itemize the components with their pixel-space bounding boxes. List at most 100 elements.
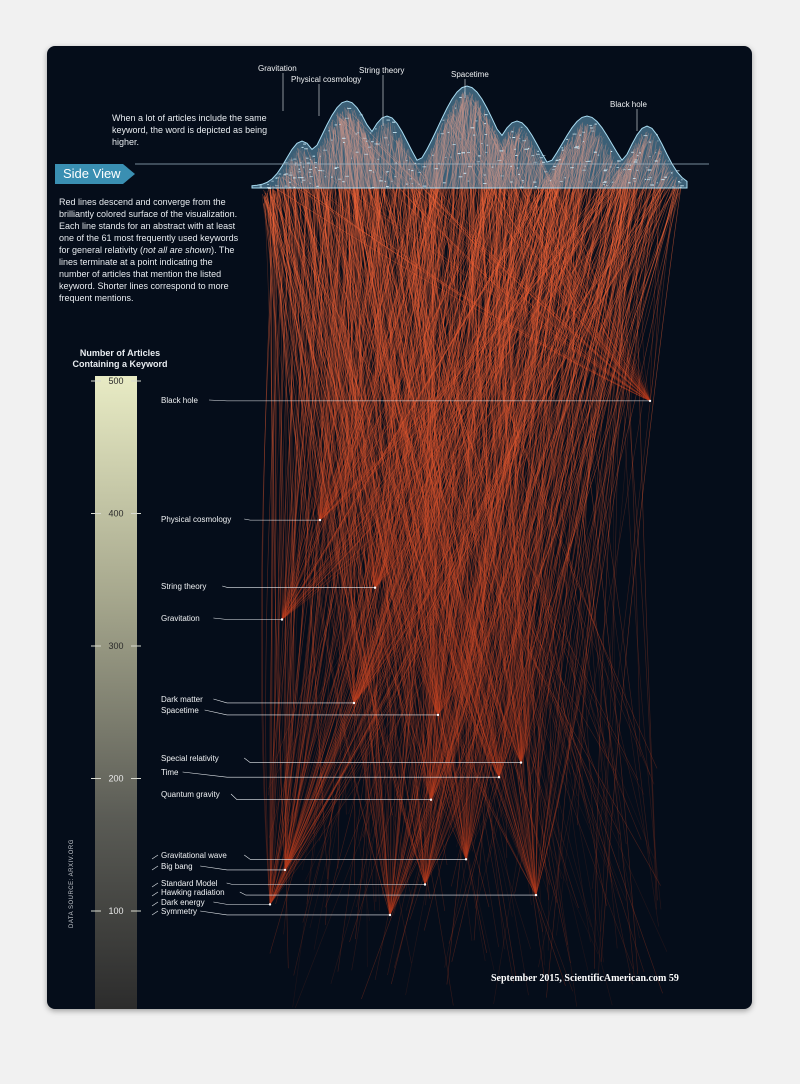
surface-dot <box>467 180 470 182</box>
surface-dot <box>383 137 388 139</box>
surface-dot <box>364 153 369 155</box>
surface-dot <box>631 151 634 153</box>
surface-dot <box>463 172 467 174</box>
surface-dot <box>452 144 456 145</box>
surface-dot <box>582 131 586 133</box>
surface-dot <box>379 176 382 178</box>
surface-dot <box>334 168 337 169</box>
article-line <box>283 142 399 935</box>
surface-dot <box>570 167 574 169</box>
keyword-leader <box>244 757 521 763</box>
article-line <box>535 145 661 896</box>
surface-dot <box>328 130 330 132</box>
article-line <box>325 115 351 926</box>
article-line <box>498 159 661 778</box>
surface-dot <box>432 154 434 156</box>
surface-dot <box>392 121 396 123</box>
keyword-leader <box>213 901 270 905</box>
article-line <box>558 148 568 890</box>
article-line <box>524 138 635 978</box>
article-line <box>451 149 660 887</box>
surface-dot <box>438 162 440 164</box>
page-footer: September 2015, ScientificAmerican.com 5… <box>491 973 679 984</box>
surface-dot <box>278 173 282 175</box>
surface-dot <box>330 139 333 141</box>
surface-dot <box>475 120 478 122</box>
surface-dot <box>574 147 578 149</box>
surface-dot <box>293 186 295 188</box>
surface-dot <box>411 183 414 185</box>
surface-dot <box>447 131 450 133</box>
article-line <box>423 144 644 931</box>
surface-dot <box>303 166 305 168</box>
surface-dot <box>411 170 414 172</box>
surface-dot <box>551 169 556 171</box>
article-line <box>269 133 520 905</box>
article-line <box>389 137 641 916</box>
surface-dot <box>417 171 420 173</box>
surface-dot <box>387 144 389 146</box>
article-line <box>418 176 568 946</box>
surface-dot <box>500 175 505 177</box>
keyword-leader <box>230 793 431 801</box>
article-line <box>269 146 322 905</box>
surface-dot <box>368 146 371 148</box>
article-line <box>387 125 596 976</box>
article-line <box>352 117 612 878</box>
article-line <box>548 174 650 854</box>
surface-dot <box>419 171 421 173</box>
article-line <box>404 147 499 948</box>
surface-dot <box>455 107 457 109</box>
keyword-label-physical-cosmology: Physical cosmology <box>161 515 231 524</box>
surface-dot <box>267 184 269 185</box>
keyword-leader <box>213 617 282 620</box>
article-line <box>319 143 570 521</box>
scale-bar <box>95 376 137 1009</box>
article-line <box>281 175 566 986</box>
article-line <box>424 165 555 885</box>
article-line <box>273 130 495 764</box>
surface-dot <box>639 152 641 154</box>
article-line <box>340 118 473 941</box>
surface-dot <box>593 151 597 153</box>
keyword-surface <box>251 85 688 189</box>
article-line <box>318 151 432 777</box>
surface-dot <box>648 156 651 157</box>
article-line <box>269 177 279 905</box>
keyword-endpoint <box>519 761 523 764</box>
surface-dot <box>314 167 317 168</box>
surface-dot <box>386 119 390 121</box>
keyword-endpoint <box>280 618 284 621</box>
surface-dot <box>561 147 564 149</box>
article-line <box>340 113 376 911</box>
article-line <box>556 175 624 936</box>
article-line <box>579 140 642 756</box>
surface-dot <box>484 123 487 125</box>
surface-dot <box>405 183 408 185</box>
article-line <box>601 135 657 910</box>
keyword-endpoint <box>648 399 652 403</box>
surface-dot <box>555 159 559 161</box>
surface-dot <box>539 157 543 159</box>
article-line <box>344 107 410 747</box>
article-line <box>313 163 549 893</box>
article-line <box>391 136 579 985</box>
surface-dot <box>582 169 587 171</box>
surface-dot <box>369 187 372 189</box>
surface-dot <box>647 179 650 181</box>
article-line <box>547 172 552 951</box>
article-line <box>514 174 627 894</box>
surface-dot <box>667 160 670 162</box>
article-line <box>269 176 283 905</box>
surface-dot <box>459 96 462 98</box>
article-line <box>269 185 274 905</box>
surface-dot <box>409 178 413 180</box>
keyword-leader <box>222 585 375 589</box>
article-line <box>430 156 632 810</box>
surface-dot <box>444 156 447 158</box>
surface-dot <box>659 153 661 155</box>
keyword-leader <box>200 865 285 871</box>
surface-dot <box>520 126 523 128</box>
keyword-label-quantum-gravity: Quantum gravity <box>161 790 220 799</box>
surface-dot <box>418 183 420 185</box>
